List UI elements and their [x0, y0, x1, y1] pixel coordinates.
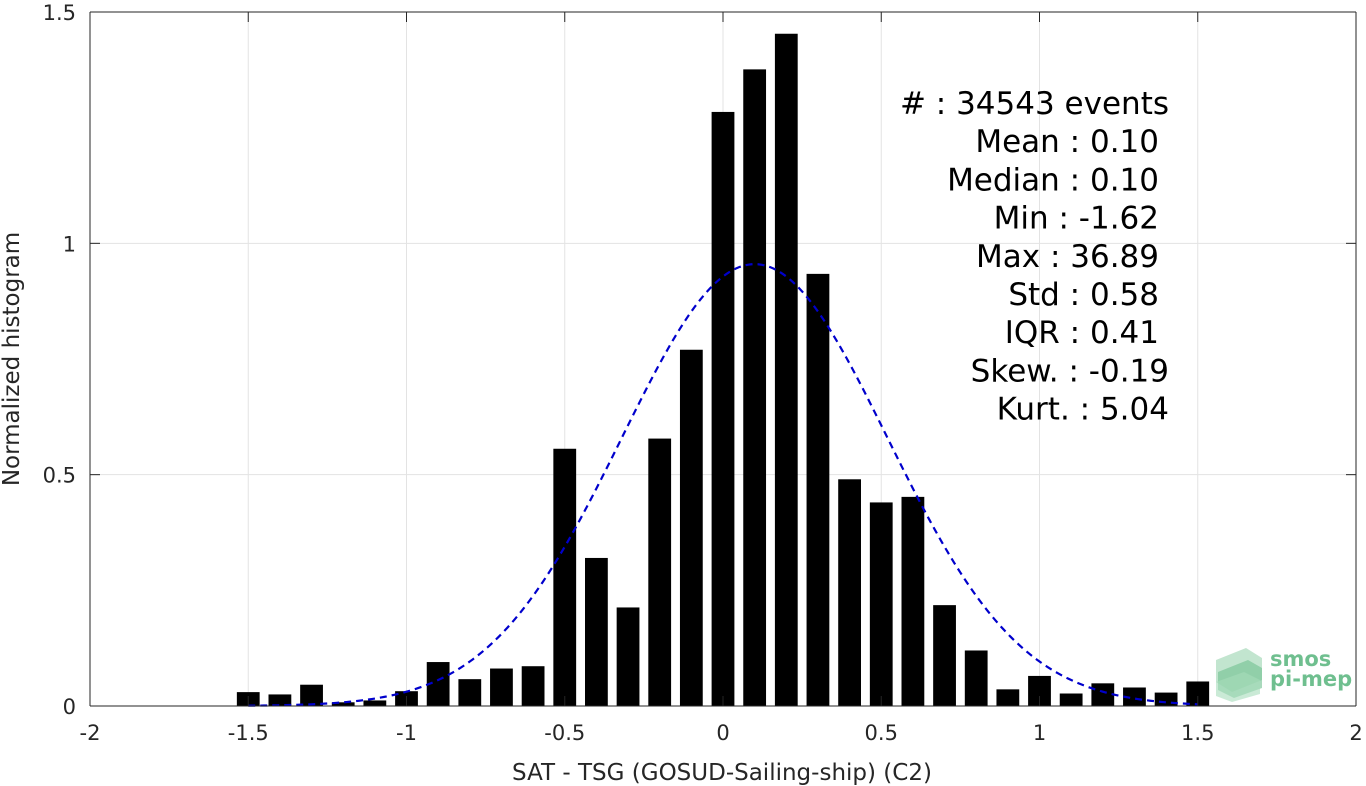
stat-line-6: IQR : 0.41: [1005, 315, 1159, 351]
x-tick-label-4: 0: [716, 721, 729, 745]
stat-line-2: Median : 0.10: [947, 162, 1159, 198]
bar-24: [996, 689, 1020, 706]
stat-line-5: Std : 0.58: [1008, 277, 1159, 313]
y-tick-label-1: 0.5: [43, 464, 76, 488]
axes: [89, 11, 1357, 707]
logo-mark-icon: [1216, 648, 1262, 702]
y-tick-label-0: 0: [63, 695, 76, 719]
x-tick-label-0: -2: [80, 721, 101, 745]
bar-14: [679, 349, 703, 706]
logo-line-1: smos: [1270, 647, 1331, 671]
bar-11: [585, 557, 608, 706]
bar-25: [1028, 675, 1051, 706]
y-tick-label-3: 1.5: [43, 1, 76, 25]
bar-16: [743, 69, 767, 706]
bar-2: [300, 684, 323, 706]
bar-15: [711, 111, 735, 707]
bar-26: [1059, 693, 1083, 706]
stat-line-1: Mean : 0.10: [975, 124, 1159, 160]
x-tick-label-5: 0.5: [865, 721, 898, 745]
bar-6: [426, 662, 450, 706]
bar-28: [1123, 687, 1146, 706]
x-tick-label-2: -1: [396, 721, 417, 745]
x-tick-label-1: -1.5: [228, 721, 269, 745]
fit-curve: [248, 263, 1198, 707]
x-tick-label-3: -0.5: [544, 721, 585, 745]
stat-line-0: # : 34543 events: [900, 86, 1169, 122]
fit-curve-line: [248, 263, 1198, 707]
bar-1: [268, 694, 292, 706]
stat-line-8: Kurt. : 5.04: [997, 392, 1169, 428]
bar-19: [838, 479, 861, 706]
bar-7: [458, 679, 482, 706]
logo-line-2: pi-mep: [1270, 667, 1352, 691]
bar-17: [774, 33, 798, 706]
bar-27: [1091, 683, 1115, 706]
stat-line-3: Min : -1.62: [994, 201, 1159, 237]
bar-18: [806, 273, 830, 706]
y-axis-label: Normalized histogram: [0, 232, 25, 486]
y-tick-label-2: 1: [63, 232, 76, 256]
bar-22: [933, 605, 956, 706]
stat-line-7: Skew. : -0.19: [971, 353, 1169, 389]
bar-30: [1186, 681, 1210, 706]
bar-21: [901, 496, 925, 706]
bar-8: [490, 668, 513, 706]
bar-20: [869, 502, 893, 706]
bars: [236, 33, 1210, 707]
x-tick-label-7: 1.5: [1181, 721, 1214, 745]
x-tick-label-8: 2: [1349, 721, 1362, 745]
x-axis-label: SAT - TSG (GOSUD-Sailing-ship) (C2): [512, 760, 932, 786]
stat-line-4: Max : 36.89: [976, 239, 1159, 275]
bar-10: [553, 448, 577, 706]
bar-9: [521, 666, 545, 706]
tick-labels: -2 -1.5 -1 -0.5 0 0.5 1 1.5 2 0 0.5 1 1.5: [43, 1, 1363, 745]
bar-12: [616, 607, 640, 706]
bar-23: [964, 650, 988, 706]
bar-4: [363, 700, 387, 706]
smos-pi-mep-logo: smos pi-mep: [1216, 647, 1352, 702]
bar-3: [331, 702, 355, 706]
bar-13: [648, 438, 672, 706]
x-tick-label-6: 1: [1033, 721, 1046, 745]
